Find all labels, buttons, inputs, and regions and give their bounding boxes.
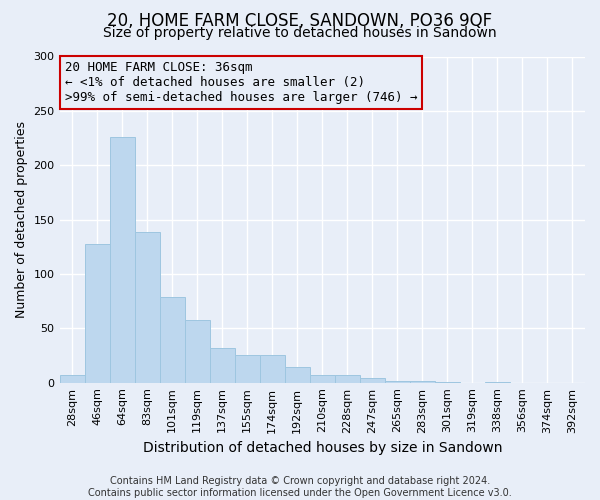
Bar [360, 378, 385, 382]
Bar [185, 320, 209, 382]
Bar [134, 232, 160, 382]
Bar [260, 356, 285, 382]
Text: Contains HM Land Registry data © Crown copyright and database right 2024.
Contai: Contains HM Land Registry data © Crown c… [88, 476, 512, 498]
Bar [209, 348, 235, 382]
Bar [285, 368, 310, 382]
Bar [335, 375, 360, 382]
Bar [59, 375, 85, 382]
X-axis label: Distribution of detached houses by size in Sandown: Distribution of detached houses by size … [143, 441, 502, 455]
Bar [85, 244, 110, 382]
Bar [410, 380, 435, 382]
Text: Size of property relative to detached houses in Sandown: Size of property relative to detached ho… [103, 26, 497, 40]
Bar [385, 380, 410, 382]
Bar [110, 137, 134, 382]
Text: 20 HOME FARM CLOSE: 36sqm
← <1% of detached houses are smaller (2)
>99% of semi-: 20 HOME FARM CLOSE: 36sqm ← <1% of detac… [65, 62, 417, 104]
Bar [235, 356, 260, 382]
Text: 20, HOME FARM CLOSE, SANDOWN, PO36 9QF: 20, HOME FARM CLOSE, SANDOWN, PO36 9QF [107, 12, 493, 30]
Y-axis label: Number of detached properties: Number of detached properties [15, 121, 28, 318]
Bar [310, 375, 335, 382]
Bar [160, 297, 185, 382]
